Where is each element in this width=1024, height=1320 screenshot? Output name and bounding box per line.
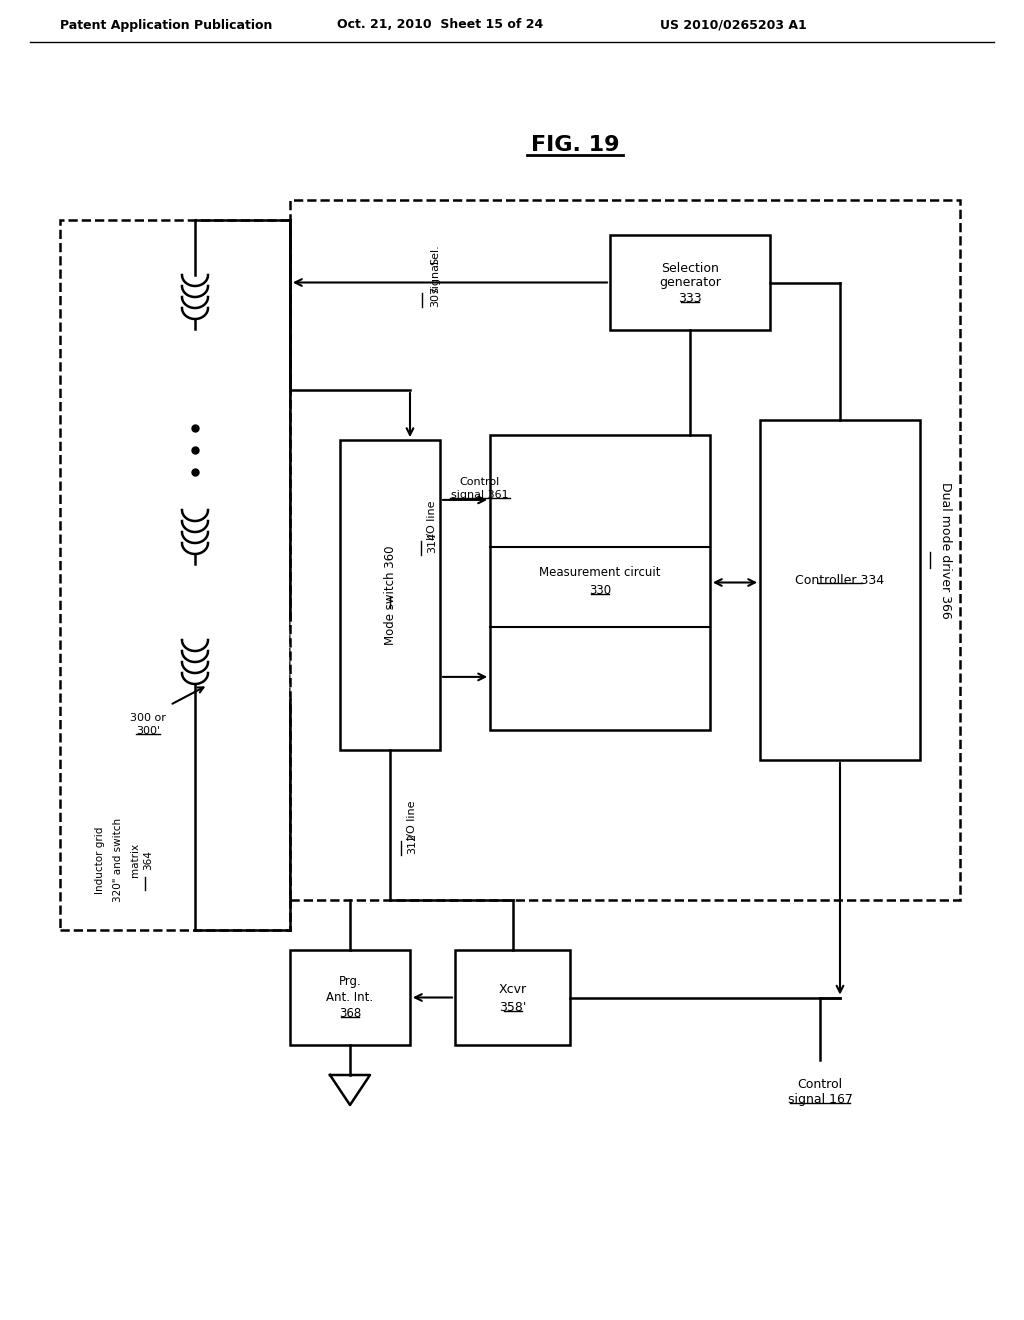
Text: I/O line: I/O line: [407, 800, 417, 840]
Text: I/O line: I/O line: [427, 500, 437, 540]
Text: Control: Control: [460, 477, 500, 487]
Text: generator: generator: [659, 276, 721, 289]
Bar: [290, 950, 410, 1045]
Text: Patent Application Publication: Patent Application Publication: [60, 18, 272, 32]
Text: Control: Control: [798, 1078, 843, 1092]
Text: 368: 368: [339, 1007, 361, 1020]
Text: signal 167: signal 167: [787, 1093, 852, 1106]
Text: 314: 314: [427, 532, 437, 553]
Bar: [60, 220, 290, 931]
Bar: [610, 235, 770, 330]
Text: 307: 307: [430, 286, 440, 308]
Text: US 2010/0265203 A1: US 2010/0265203 A1: [660, 18, 807, 32]
Text: 364: 364: [143, 850, 153, 870]
Text: signal: signal: [430, 260, 440, 293]
Bar: [490, 436, 710, 730]
Text: matrix: matrix: [130, 843, 140, 876]
Text: Xcvr: Xcvr: [499, 983, 526, 997]
Bar: [340, 440, 440, 750]
Text: 300': 300': [136, 726, 160, 737]
Text: 320" and switch: 320" and switch: [113, 818, 123, 902]
Text: 312: 312: [407, 833, 417, 854]
Text: FIG. 19: FIG. 19: [530, 135, 620, 154]
Text: Selection: Selection: [662, 261, 719, 275]
Text: Dual mode driver 366: Dual mode driver 366: [939, 482, 951, 618]
Text: 358': 358': [499, 1001, 526, 1014]
Text: 333: 333: [678, 292, 701, 305]
Text: 330: 330: [589, 583, 611, 597]
Bar: [290, 201, 961, 900]
Bar: [455, 950, 570, 1045]
Text: signal 361: signal 361: [452, 490, 509, 500]
Text: Inductor grid: Inductor grid: [95, 826, 105, 894]
Text: Sel.: Sel.: [430, 244, 440, 265]
Text: Oct. 21, 2010  Sheet 15 of 24: Oct. 21, 2010 Sheet 15 of 24: [337, 18, 543, 32]
Text: 300 or: 300 or: [130, 713, 166, 723]
Bar: [760, 420, 920, 760]
Text: Controller 334: Controller 334: [796, 573, 885, 586]
Text: Prg.: Prg.: [339, 975, 361, 987]
Text: Ant. Int.: Ant. Int.: [327, 991, 374, 1005]
Text: Mode switch 360: Mode switch 360: [384, 545, 396, 644]
Text: Measurement circuit: Measurement circuit: [540, 566, 660, 579]
